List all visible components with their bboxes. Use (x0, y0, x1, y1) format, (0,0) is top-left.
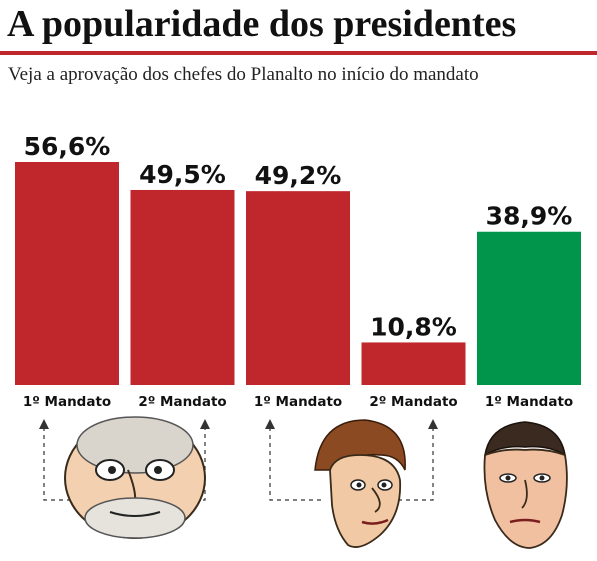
dilma-caricature-icon (315, 420, 405, 547)
category-label-3: 1º Mandato (254, 394, 342, 410)
category-label-4: 2º Mandato (369, 394, 457, 410)
bars-layer (15, 162, 581, 385)
bar-3 (246, 191, 350, 385)
value-label-5: 38,9% (486, 202, 573, 231)
bar-1 (15, 162, 119, 385)
value-label-1: 56,6% (24, 132, 111, 161)
category-label-5: 1º Mandato (485, 394, 573, 410)
arrowhead-icon (428, 419, 438, 429)
bar-5 (477, 232, 581, 385)
category-label-2: 2º Mandato (138, 394, 226, 410)
bar-2 (131, 190, 235, 385)
value-label-2: 49,5% (139, 160, 226, 189)
arrowhead-icon (200, 419, 210, 429)
arrowhead-icon (39, 419, 49, 429)
category-label-1: 1º Mandato (23, 394, 111, 410)
arrowhead-icon (265, 419, 275, 429)
category-labels-layer: 1º Mandato 2º Mandato 1º Mandato 2º Mandato… (23, 394, 573, 410)
bar-4 (362, 342, 466, 385)
bolsonaro-caricature-icon (484, 422, 566, 548)
value-label-3: 49,2% (255, 161, 342, 190)
lula-caricature-icon (65, 417, 205, 538)
value-label-4: 10,8% (370, 312, 457, 341)
